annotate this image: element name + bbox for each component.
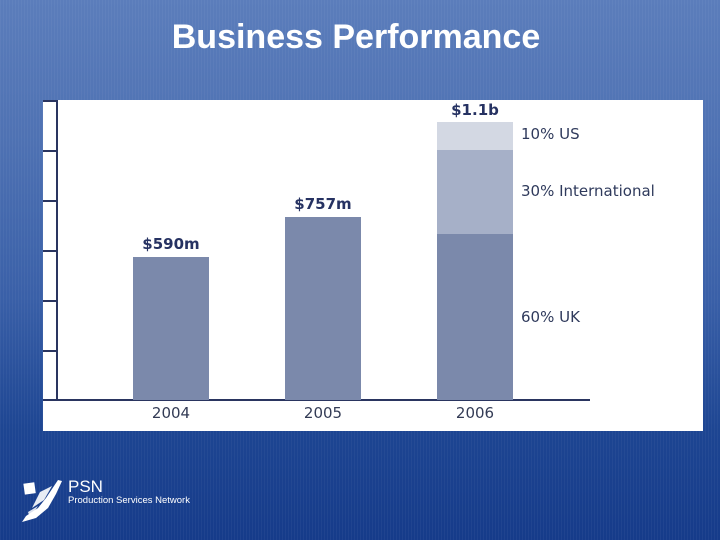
bar-2005 bbox=[285, 217, 361, 400]
segment-uk bbox=[437, 234, 513, 400]
y-tick bbox=[43, 100, 57, 102]
bar-value-label-2005: $757m bbox=[294, 195, 352, 213]
y-axis bbox=[56, 100, 58, 401]
bar-2004 bbox=[133, 257, 209, 400]
psn-logo-icon bbox=[22, 480, 62, 522]
y-tick bbox=[43, 350, 57, 352]
x-tick-label-2005: 2005 bbox=[303, 404, 343, 422]
x-tick-label-2004: 2004 bbox=[151, 404, 191, 422]
segment-label-uk: 60% UK bbox=[521, 308, 580, 326]
segment-label-us: 10% US bbox=[521, 125, 580, 143]
segment-label-international: 30% International bbox=[521, 182, 655, 200]
bar-value-label-2004: $590m bbox=[142, 235, 200, 253]
y-tick bbox=[43, 200, 57, 202]
slide-title: Business Performance bbox=[171, 18, 541, 56]
x-tick-label-2006: 2006 bbox=[455, 404, 495, 422]
bar-value-label-2006: $1.1b bbox=[451, 101, 499, 119]
y-tick bbox=[43, 250, 57, 252]
y-tick bbox=[43, 300, 57, 302]
segment-international bbox=[437, 150, 513, 234]
logo-tagline: Production Services Network bbox=[68, 495, 190, 506]
y-tick bbox=[43, 150, 57, 152]
x-axis bbox=[43, 399, 590, 401]
logo-name: PSN bbox=[68, 477, 103, 496]
bar-2006-stacked bbox=[437, 122, 513, 400]
segment-us bbox=[437, 122, 513, 150]
